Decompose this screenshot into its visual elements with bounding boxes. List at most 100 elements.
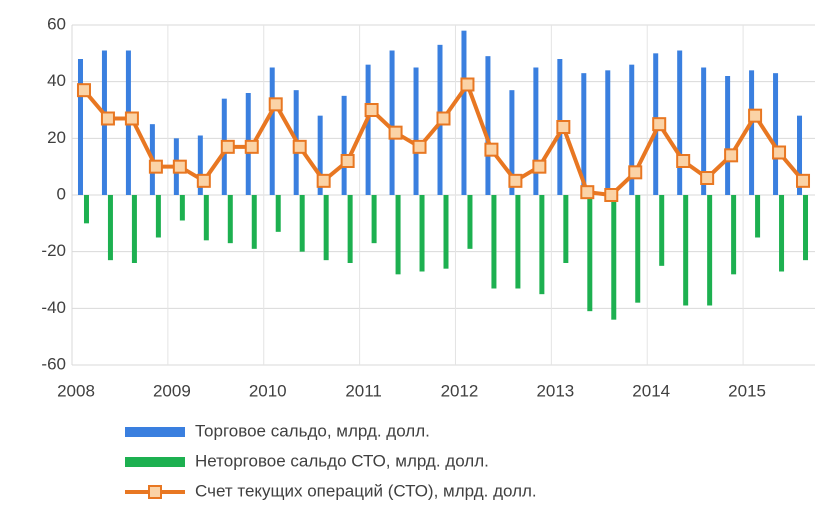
y-tick-label: 20 — [47, 128, 66, 147]
bar — [269, 67, 275, 195]
y-tick-label: -40 — [41, 298, 66, 317]
x-tick-label: 2012 — [441, 381, 479, 400]
marker — [748, 108, 763, 123]
x-tick-label: 2009 — [153, 381, 191, 400]
legend-label: Счет текущих операций (СТО), млрд. долл. — [195, 481, 537, 500]
bar — [779, 195, 785, 272]
marker — [796, 173, 811, 188]
x-tick-label: 2015 — [728, 381, 766, 400]
marker — [196, 173, 211, 188]
bar — [683, 195, 689, 306]
bar — [485, 56, 491, 195]
x-tick-label: 2014 — [632, 381, 670, 400]
line — [82, 82, 805, 197]
bar — [299, 195, 305, 252]
marker — [244, 139, 259, 154]
bar — [203, 195, 209, 241]
bar — [323, 195, 329, 261]
bar — [419, 195, 425, 272]
bar — [395, 195, 401, 275]
marker — [268, 97, 283, 112]
marker — [676, 154, 691, 168]
bar — [179, 195, 185, 221]
bar — [701, 67, 707, 195]
x-tick-label: 2010 — [249, 381, 287, 400]
marker — [532, 159, 547, 174]
x-tick-label: 2008 — [57, 381, 95, 400]
marker — [508, 173, 523, 188]
marker — [76, 83, 91, 98]
bar — [773, 73, 779, 195]
bar — [347, 195, 353, 263]
bar — [659, 195, 665, 266]
marker — [316, 173, 331, 188]
bar — [365, 64, 371, 196]
x-tick-label: 2013 — [536, 381, 574, 400]
bar — [251, 195, 257, 249]
marker — [220, 139, 235, 154]
bar — [635, 195, 641, 303]
marker — [580, 185, 595, 200]
bar — [581, 73, 587, 195]
bar — [755, 195, 761, 238]
bar — [341, 95, 347, 195]
marker — [628, 165, 643, 180]
bar — [515, 195, 521, 289]
marker — [460, 77, 475, 92]
bar — [389, 50, 395, 195]
bar — [131, 195, 137, 263]
bar — [629, 64, 635, 196]
marker — [100, 111, 115, 126]
bar — [83, 195, 89, 224]
marker — [724, 148, 739, 163]
bar — [749, 70, 755, 195]
marker — [388, 125, 403, 140]
bar — [611, 195, 617, 320]
bar — [443, 195, 449, 269]
bar — [563, 195, 569, 263]
marker — [412, 139, 427, 154]
y-tick-label: -20 — [41, 241, 66, 260]
bar — [509, 90, 515, 195]
bar — [803, 195, 809, 261]
bar — [197, 135, 203, 195]
bar — [491, 195, 497, 289]
marker — [340, 154, 355, 168]
bar — [533, 67, 539, 195]
bar — [371, 195, 377, 244]
x-tick-label: 2011 — [345, 381, 382, 400]
y-tick-label: 40 — [47, 71, 66, 90]
bar — [77, 59, 83, 195]
bar — [275, 195, 281, 232]
legend-swatch — [148, 485, 162, 499]
y-tick-label: 60 — [47, 14, 66, 33]
marker — [772, 145, 787, 160]
bar — [317, 115, 323, 195]
legend-swatch — [125, 427, 185, 437]
bar — [725, 76, 731, 195]
bar — [539, 195, 545, 295]
legend-label: Неторговое сальдо СТО, млрд. долл. — [195, 451, 489, 470]
bar — [227, 195, 233, 244]
marker — [364, 103, 379, 117]
legend-label: Торговое сальдо, млрд. долл. — [195, 421, 430, 440]
marker — [436, 111, 451, 126]
legend-swatch — [125, 457, 185, 467]
marker — [172, 159, 187, 174]
bar — [155, 195, 161, 238]
marker — [604, 188, 619, 202]
bar — [461, 30, 467, 195]
bar — [587, 195, 593, 312]
marker — [148, 159, 163, 174]
y-tick-label: 0 — [57, 184, 66, 203]
marker — [484, 142, 499, 157]
marker — [652, 117, 667, 132]
marker — [556, 120, 571, 134]
marker — [292, 139, 307, 154]
bar — [605, 70, 611, 195]
marker — [124, 111, 139, 126]
bar — [413, 67, 419, 195]
bar — [731, 195, 737, 275]
bar — [797, 115, 803, 195]
